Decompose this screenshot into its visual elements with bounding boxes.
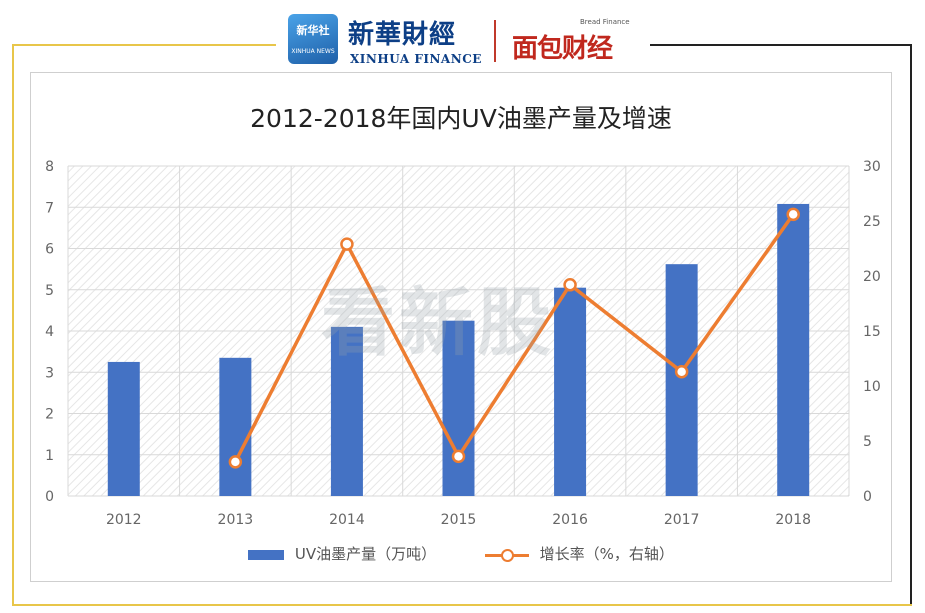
bar xyxy=(107,361,140,496)
chart-container: 2012-2018年国内UV油墨产量及增速 0 1 2 3 4 5 6 7 8 0 5 10 15 20 2… xyxy=(30,72,892,582)
xinhua-news-logo: 新华社 XINHUA NEWS xyxy=(288,14,338,64)
page-frame xyxy=(12,44,912,606)
line-point xyxy=(563,278,577,292)
line-point xyxy=(228,455,243,469)
legend-item-bar: UV油墨产量（万吨） xyxy=(248,543,436,564)
x-tick-label: 2013 xyxy=(218,512,254,528)
bar xyxy=(442,320,475,496)
y-right-tick-label: 30 xyxy=(863,159,881,175)
y-left-tick-label: 5 xyxy=(45,283,54,299)
y-right-tick-label: 0 xyxy=(863,489,872,505)
frame-top-left-rule xyxy=(12,44,276,46)
line-point xyxy=(340,237,354,251)
y-left-tick-label: 7 xyxy=(45,200,54,216)
frame-right-rule xyxy=(910,44,912,604)
chart-plot: 0 1 2 3 4 5 6 7 8 0 5 10 15 20 25 30 2012 2013 2014 2015 201… xyxy=(45,159,881,528)
bar xyxy=(219,357,252,496)
legend-label-bar: UV油墨产量（万吨） xyxy=(294,545,437,563)
line-point xyxy=(674,364,689,379)
header-logos: 新华社 XINHUA NEWS 新華財經 XINHUA FINANCE Brea… xyxy=(280,6,650,70)
x-tick-label: 2017 xyxy=(664,512,700,528)
series-line xyxy=(233,213,795,463)
bar xyxy=(554,287,587,496)
xinhua-finance-brand-en: XINHUA FINANCE xyxy=(350,52,482,66)
y-right-tick-label: 25 xyxy=(863,214,881,230)
y-left-tick-label: 4 xyxy=(45,324,54,340)
chart-title: 2012-2018年国内UV油墨产量及增速 xyxy=(250,104,672,133)
bar xyxy=(777,203,810,496)
x-tick-label: 2016 xyxy=(552,512,588,528)
y-right-tick-label: 20 xyxy=(863,269,881,285)
x-tick-label: 2015 xyxy=(441,512,477,528)
y-left-tick-label: 8 xyxy=(45,159,54,175)
legend-label-line: 增长率（%，右轴） xyxy=(539,545,674,563)
x-tick-label: 2018 xyxy=(775,512,811,528)
xinhua-finance-brand-cn: 新華財經 xyxy=(348,20,457,50)
line-point xyxy=(786,207,800,222)
x-tick-label: 2014 xyxy=(329,512,365,528)
y-left-tick-label: 2 xyxy=(45,407,54,423)
watermark: 看新股 xyxy=(321,280,555,366)
y-left-tick-label: 0 xyxy=(45,489,54,505)
frame-top-right-rule xyxy=(650,44,912,46)
chart-legend: UV油墨产量（万吨） 增长率（%，右轴） xyxy=(31,543,891,564)
y-right-tick-label: 5 xyxy=(863,434,872,450)
bar xyxy=(665,264,698,496)
y-left-tick-label: 6 xyxy=(45,242,54,258)
legend-swatch-bar xyxy=(248,549,285,560)
y-left-tick-label: 3 xyxy=(45,365,54,381)
xinhua-logo-cn: 新华社 xyxy=(296,24,330,37)
x-tick-label: 2012 xyxy=(106,512,142,528)
header-divider xyxy=(494,20,496,62)
legend-swatch-line xyxy=(484,548,529,562)
y-right-tick-label: 15 xyxy=(863,324,881,340)
bar xyxy=(330,326,363,496)
xinhua-logo-en: XINHUA NEWS xyxy=(291,48,335,55)
y-right-tick-label: 10 xyxy=(863,379,881,395)
bread-finance-cn: 面包财经 xyxy=(512,34,613,64)
line-point xyxy=(451,449,466,464)
bread-finance-en: Bread Finance xyxy=(580,18,630,26)
legend-item-line: 增长率（%，右轴） xyxy=(484,543,674,564)
y-left-tick-label: 1 xyxy=(45,448,54,464)
